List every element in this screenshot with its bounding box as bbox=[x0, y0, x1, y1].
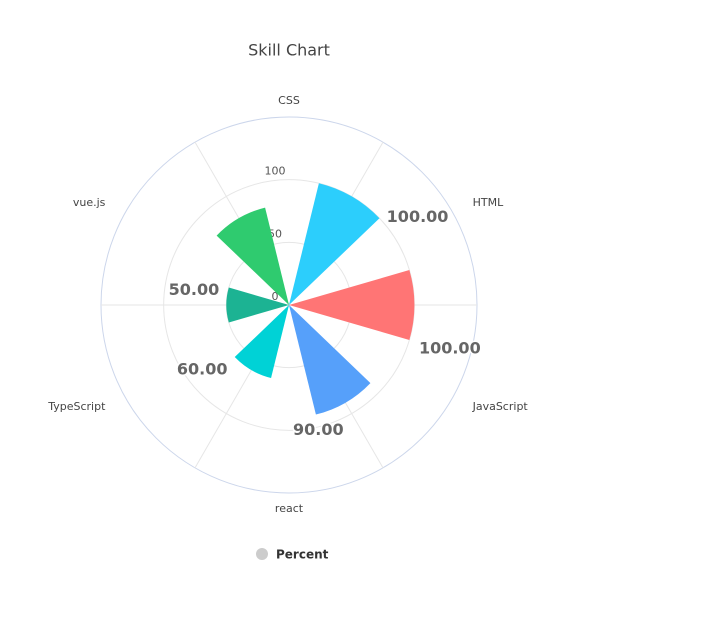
category-label: JavaScript bbox=[472, 400, 529, 413]
bar bbox=[234, 305, 289, 379]
data-label: 50.00 bbox=[169, 280, 220, 299]
bar bbox=[289, 305, 371, 415]
bar bbox=[226, 287, 289, 323]
chart-title: Skill Chart bbox=[248, 41, 330, 60]
bar bbox=[289, 183, 380, 305]
category-label: react bbox=[275, 502, 304, 515]
data-label: 90.00 bbox=[293, 420, 344, 439]
bar bbox=[216, 207, 289, 305]
category-label: TypeScript bbox=[47, 400, 106, 413]
legend-label: Percent bbox=[276, 548, 329, 562]
category-label: vue.js bbox=[73, 196, 106, 209]
category-label: CSS bbox=[278, 94, 300, 107]
bar bbox=[289, 270, 415, 340]
data-label: 100.00 bbox=[419, 338, 481, 357]
data-label: 60.00 bbox=[177, 359, 228, 378]
data-label: 100.00 bbox=[387, 207, 449, 226]
y-tick-label: 100 bbox=[265, 165, 286, 178]
category-label: HTML bbox=[473, 196, 504, 209]
legend-symbol bbox=[256, 548, 268, 560]
y-tick-label: 0 bbox=[272, 290, 279, 303]
